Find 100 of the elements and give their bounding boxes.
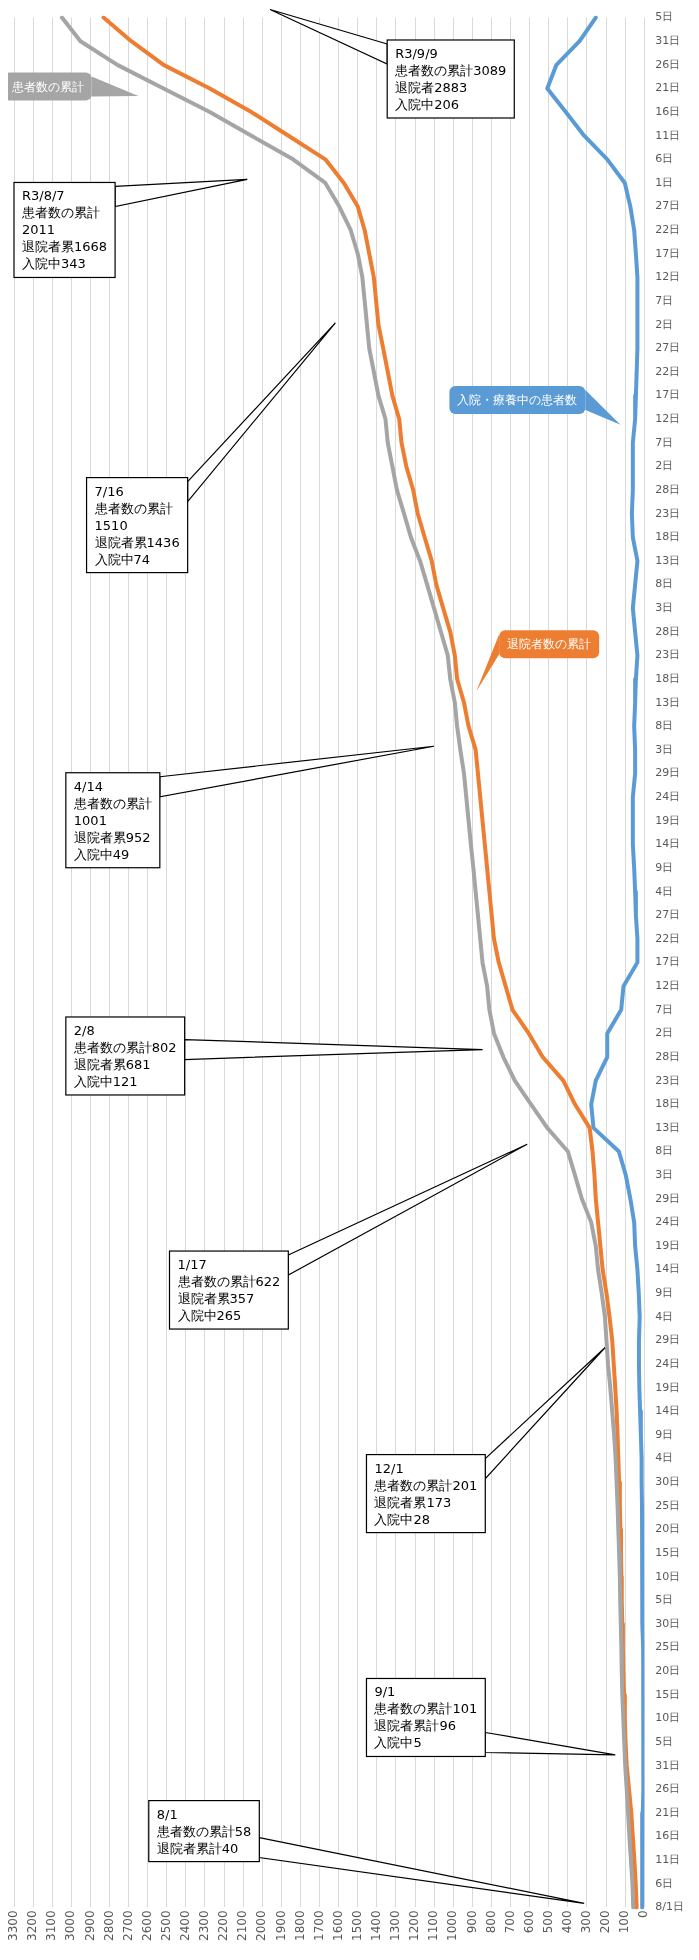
y-tick-label: 16日 bbox=[655, 1829, 681, 1843]
y-tick-label: 12日 bbox=[655, 412, 681, 426]
y-tick-label: 14日 bbox=[655, 837, 681, 851]
x-tick-label: 600 bbox=[521, 1910, 536, 1934]
name-callout: 患者数の累計 bbox=[8, 72, 139, 101]
callout-box: 2/8 患者数の累計802 退院者累681 入院中121 bbox=[65, 1016, 484, 1096]
x-tick-label: 2500 bbox=[158, 1910, 173, 1942]
y-tick-label: 18日 bbox=[655, 671, 681, 685]
x-tick-label: 1400 bbox=[369, 1910, 384, 1942]
y-tick-label: 31日 bbox=[655, 1758, 681, 1772]
y-tick-label: 25日 bbox=[655, 1498, 681, 1512]
callout-box: 8/1 患者数の累計58 退院者累計40 bbox=[148, 1800, 585, 1904]
annotation: 12/1 患者数の累計201 退院者累173 入院中28 bbox=[373, 1460, 478, 1527]
annotation: 7/16 患者数の累計 1510 退院者累1436 入院中74 bbox=[93, 483, 180, 567]
x-tick-label: 1900 bbox=[273, 1910, 288, 1942]
callout-box: R3/8/7 患者数の累計 2011 退院者累1668 入院中343 bbox=[13, 178, 248, 279]
y-tick-label: 28日 bbox=[655, 1049, 681, 1063]
annotation: R3/9/9 患者数の累計3089 退院者2883 入院中206 bbox=[394, 45, 507, 112]
y-tick-label: 27日 bbox=[655, 341, 681, 355]
y-tick-label: 9日 bbox=[655, 1286, 674, 1300]
y-tick-label: 16日 bbox=[655, 104, 681, 118]
name-callout: 入院・療養中の患者数 bbox=[449, 386, 621, 425]
annotation: 8/1 患者数の累計58 退院者累計40 bbox=[155, 1806, 252, 1856]
y-tick-label: 12日 bbox=[655, 270, 681, 284]
y-tick-label: 8日 bbox=[655, 577, 674, 591]
x-tick-label: 100 bbox=[617, 1910, 632, 1934]
y-tick-label: 11日 bbox=[655, 128, 681, 142]
annotation: R3/8/7 患者数の累計 2011 退院者累1668 入院中343 bbox=[21, 188, 108, 272]
y-tick-label: 25日 bbox=[655, 1640, 681, 1654]
y-tick-label: 13日 bbox=[655, 695, 681, 709]
y-tick-label: 2日 bbox=[655, 459, 674, 473]
y-tick-label: 9日 bbox=[655, 1427, 674, 1441]
y-tick-label: 8日 bbox=[655, 719, 674, 733]
callout-box: 1/17 患者数の累計622 退院者累357 入院中265 bbox=[168, 1143, 528, 1330]
y-tick-label: 29日 bbox=[655, 1191, 681, 1205]
y-tick-label: 5日 bbox=[655, 10, 674, 24]
y-tick-label: 14日 bbox=[655, 1262, 681, 1276]
y-tick-label: 3日 bbox=[655, 601, 674, 615]
callout-box: R3/9/9 患者数の累計3089 退院者2883 入院中206 bbox=[269, 8, 515, 119]
y-tick-label: 28日 bbox=[655, 482, 681, 496]
y-tick-label: 18日 bbox=[655, 530, 681, 544]
y-tick-label: 27日 bbox=[655, 199, 681, 213]
y-tick-label: 19日 bbox=[655, 1238, 681, 1252]
x-tick-label: 1300 bbox=[388, 1910, 403, 1942]
y-tick-label: 12日 bbox=[655, 979, 681, 993]
y-tick-label: 19日 bbox=[655, 1380, 681, 1394]
y-tick-label: 24日 bbox=[655, 1356, 681, 1370]
y-tick-label: 10日 bbox=[655, 1569, 681, 1583]
y-tick-label: 7日 bbox=[655, 293, 674, 307]
x-tick-label: 1700 bbox=[311, 1910, 326, 1942]
y-tick-label: 8/1日 bbox=[655, 1900, 684, 1914]
y-tick-label: 9日 bbox=[655, 860, 674, 874]
y-tick-label: 17日 bbox=[655, 388, 681, 402]
callout-box: 9/1 患者数の累計101 退院者累計96 入院中5 bbox=[365, 1677, 616, 1758]
x-tick-label: 700 bbox=[502, 1910, 517, 1934]
y-tick-label: 31日 bbox=[655, 34, 681, 48]
x-tick-label: 2700 bbox=[120, 1910, 135, 1942]
y-tick-label: 20日 bbox=[655, 1664, 681, 1678]
y-tick-label: 2日 bbox=[655, 317, 674, 331]
x-tick-label: 3000 bbox=[63, 1910, 78, 1942]
y-tick-label: 3日 bbox=[655, 1168, 674, 1181]
x-tick-label: 1100 bbox=[426, 1910, 441, 1942]
y-tick-label: 3日 bbox=[655, 742, 674, 756]
y-tick-label: 13日 bbox=[655, 553, 681, 567]
x-tick-label: 2400 bbox=[178, 1910, 193, 1942]
x-tick-label: 3300 bbox=[6, 1910, 21, 1942]
callout-box: 4/14 患者数の累計 1001 退院者累952 入院中49 bbox=[65, 745, 435, 869]
x-tick-label: 200 bbox=[598, 1910, 613, 1934]
x-tick-label: 2900 bbox=[82, 1910, 97, 1942]
x-tick-label: 2100 bbox=[235, 1910, 250, 1942]
x-tick-label: 3100 bbox=[44, 1910, 59, 1942]
y-tick-label: 7日 bbox=[655, 435, 674, 449]
y-tick-label: 22日 bbox=[655, 223, 681, 237]
y-tick-label: 22日 bbox=[655, 364, 681, 378]
x-tick-label: 2600 bbox=[139, 1910, 154, 1942]
y-tick-label: 13日 bbox=[655, 1120, 681, 1134]
x-tick-label: 400 bbox=[560, 1910, 575, 1934]
y-tick-label: 17日 bbox=[655, 955, 681, 969]
y-tick-label: 6日 bbox=[655, 152, 674, 166]
y-tick-label: 21日 bbox=[655, 1805, 681, 1819]
x-tick-label: 1200 bbox=[407, 1910, 422, 1942]
y-tick-label: 1日 bbox=[655, 175, 674, 189]
y-tick-label: 11日 bbox=[655, 1853, 681, 1867]
annotation: 4/14 患者数の累計 1001 退院者累952 入院中49 bbox=[72, 778, 152, 862]
y-tick-label: 29日 bbox=[655, 1333, 681, 1347]
x-tick-label: 900 bbox=[464, 1910, 479, 1934]
x-tick-label: 500 bbox=[540, 1910, 555, 1934]
x-tick-label: 1500 bbox=[349, 1910, 364, 1942]
y-tick-label: 19日 bbox=[655, 813, 681, 827]
callout-box: 12/1 患者数の累計201 退院者累173 入院中28 bbox=[365, 1347, 606, 1534]
y-tick-label: 24日 bbox=[655, 1215, 681, 1229]
x-tick-label: 2000 bbox=[254, 1910, 269, 1942]
y-tick-label: 23日 bbox=[655, 648, 681, 662]
y-tick-label: 4日 bbox=[655, 1309, 674, 1323]
x-tick-label: 2300 bbox=[197, 1910, 212, 1942]
y-tick-label: 24日 bbox=[655, 790, 681, 804]
x-tick-label: 3200 bbox=[25, 1910, 40, 1942]
x-tick-label: 1800 bbox=[292, 1910, 307, 1942]
y-tick-label: 15日 bbox=[655, 1687, 681, 1701]
y-tick-label: 28日 bbox=[655, 624, 681, 638]
